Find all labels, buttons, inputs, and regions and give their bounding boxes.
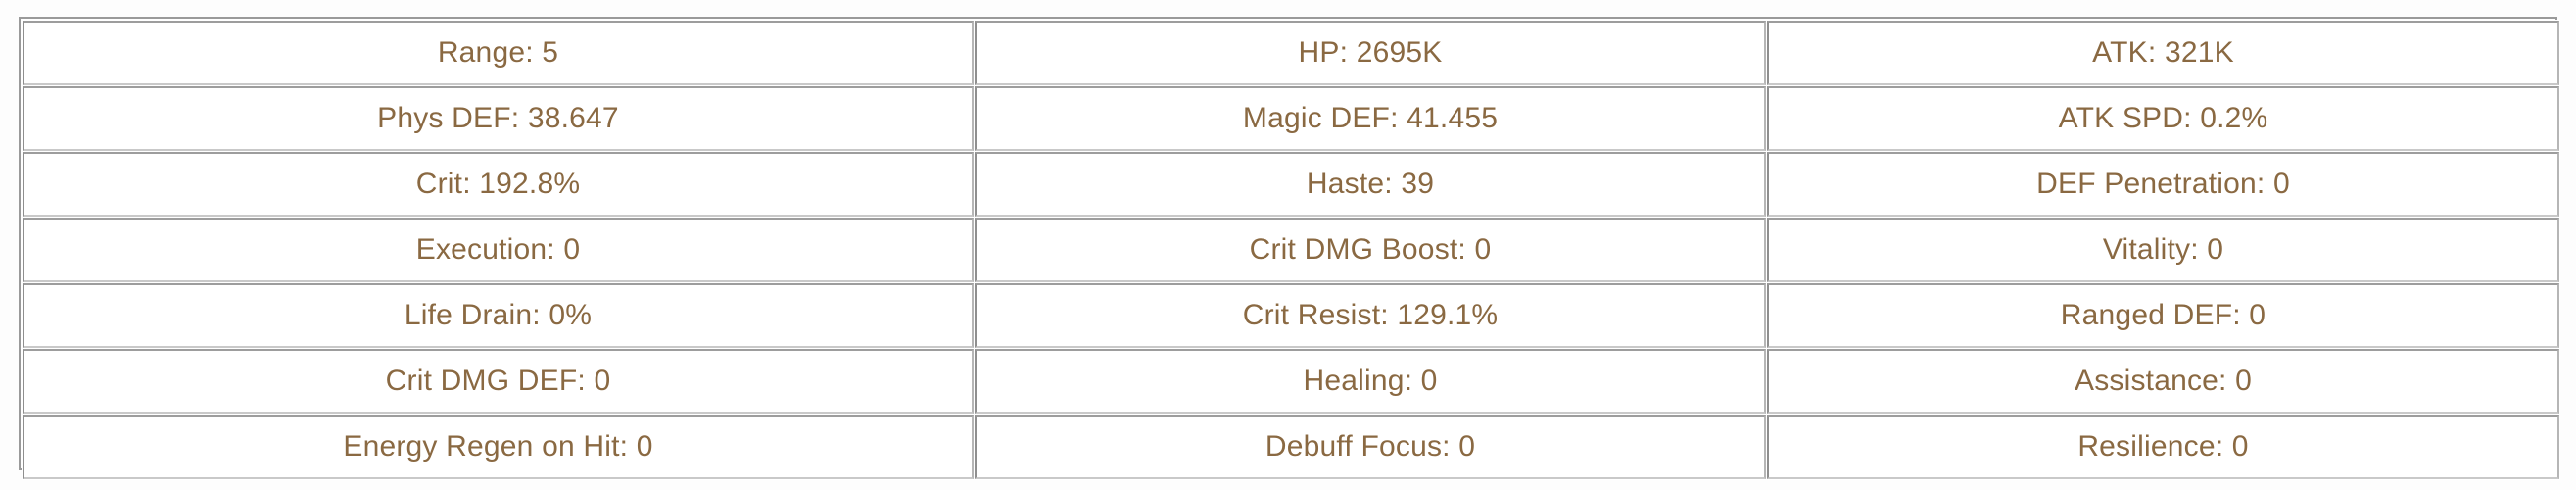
stat-cell-crit[interactable]: Crit: 192.8%: [23, 152, 974, 217]
stat-cell-atk-spd[interactable]: ATK SPD: 0.2%: [1767, 86, 2559, 151]
table-row: Crit: 192.8% Haste: 39 DEF Penetration: …: [23, 152, 2559, 217]
stat-cell-magic-def[interactable]: Magic DEF: 41.455: [975, 86, 1766, 151]
table-row: Execution: 0 Crit DMG Boost: 0 Vitality:…: [23, 218, 2559, 282]
table-row: Phys DEF: 38.647 Magic DEF: 41.455 ATK S…: [23, 86, 2559, 151]
stat-cell-vitality[interactable]: Vitality: 0: [1767, 218, 2559, 282]
stats-table: Range: 5 HP: 2695K ATK: 321K Phys DEF: 3…: [22, 20, 2560, 480]
table-row: Energy Regen on Hit: 0 Debuff Focus: 0 R…: [23, 415, 2559, 479]
stat-cell-assistance[interactable]: Assistance: 0: [1767, 349, 2559, 414]
stat-cell-def-penetration[interactable]: DEF Penetration: 0: [1767, 152, 2559, 217]
stat-cell-phys-def[interactable]: Phys DEF: 38.647: [23, 86, 974, 151]
stat-cell-crit-dmg-boost[interactable]: Crit DMG Boost: 0: [975, 218, 1766, 282]
stat-cell-atk[interactable]: ATK: 321K: [1767, 21, 2559, 85]
table-row: Life Drain: 0% Crit Resist: 129.1% Range…: [23, 283, 2559, 348]
stat-cell-debuff-focus[interactable]: Debuff Focus: 0: [975, 415, 1766, 479]
stat-cell-life-drain[interactable]: Life Drain: 0%: [23, 283, 974, 348]
stat-cell-energy-regen-on-hit[interactable]: Energy Regen on Hit: 0: [23, 415, 974, 479]
table-row: Range: 5 HP: 2695K ATK: 321K: [23, 21, 2559, 85]
stat-cell-ranged-def[interactable]: Ranged DEF: 0: [1767, 283, 2559, 348]
stat-cell-range[interactable]: Range: 5: [23, 21, 974, 85]
stat-cell-healing[interactable]: Healing: 0: [975, 349, 1766, 414]
table-row: Crit DMG DEF: 0 Healing: 0 Assistance: 0: [23, 349, 2559, 414]
stat-cell-crit-dmg-def[interactable]: Crit DMG DEF: 0: [23, 349, 974, 414]
stat-cell-hp[interactable]: HP: 2695K: [975, 21, 1766, 85]
stat-cell-haste[interactable]: Haste: 39: [975, 152, 1766, 217]
stat-cell-crit-resist[interactable]: Crit Resist: 129.1%: [975, 283, 1766, 348]
character-stats-panel: Range: 5 HP: 2695K ATK: 321K Phys DEF: 3…: [19, 17, 2560, 480]
stat-cell-resilience[interactable]: Resilience: 0: [1767, 415, 2559, 479]
stat-cell-execution[interactable]: Execution: 0: [23, 218, 974, 282]
